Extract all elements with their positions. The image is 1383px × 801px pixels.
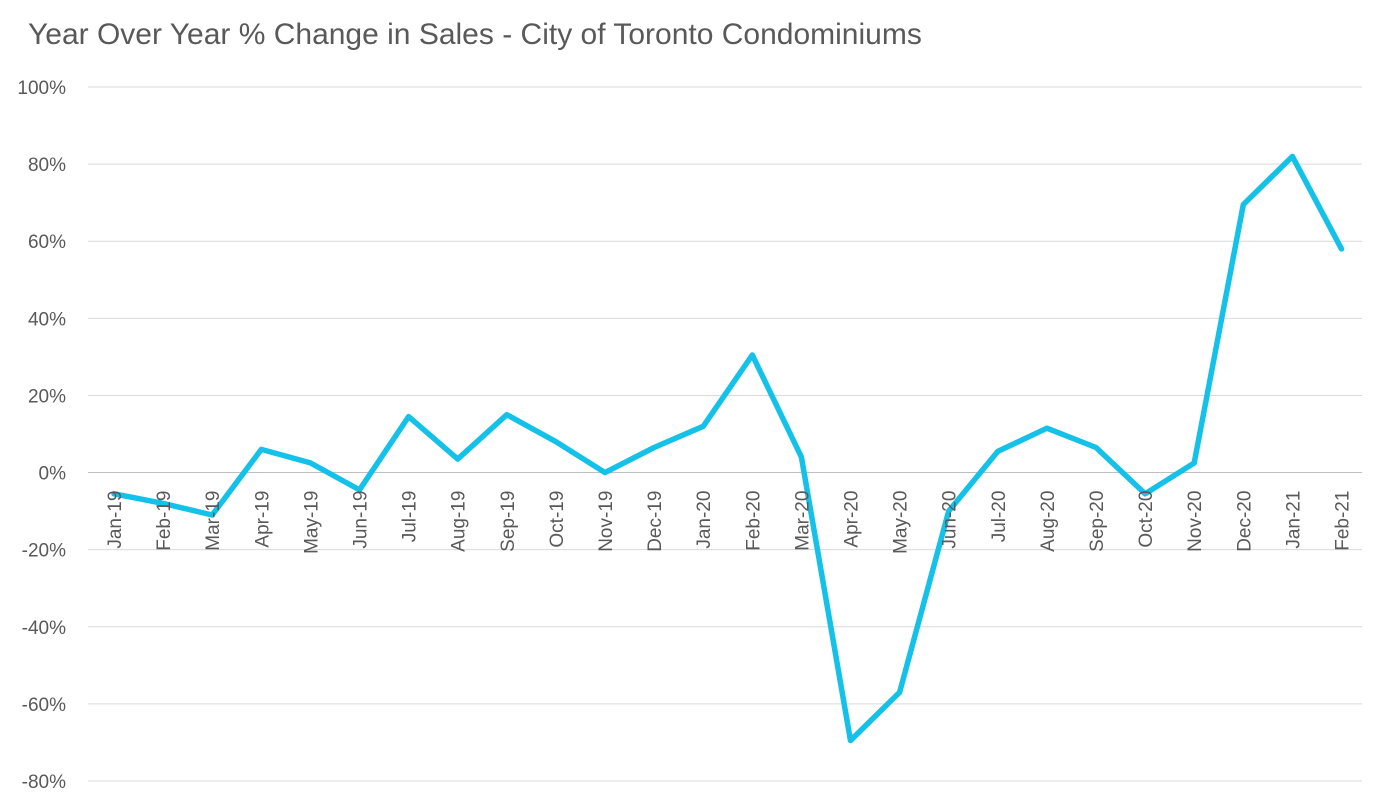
x-tick-label: Oct-20 — [1136, 491, 1157, 548]
x-tick-label: Aug-20 — [1038, 491, 1059, 552]
x-tick-label: Dec-20 — [1234, 491, 1255, 552]
x-tick-label: Mar-20 — [792, 491, 813, 551]
x-tick-label: Sep-19 — [498, 491, 519, 552]
x-tick-label: Jun-19 — [351, 491, 372, 549]
x-tick-label: Oct-19 — [547, 491, 568, 548]
x-tick-label: Jul-19 — [400, 491, 421, 543]
chart-title: Year Over Year % Change in Sales - City … — [28, 18, 922, 51]
series-line — [111, 153, 1345, 744]
x-tick-label: May-19 — [301, 491, 322, 554]
x-tick-label: Feb-21 — [1333, 491, 1354, 551]
y-tick-label: 40% — [28, 309, 66, 330]
x-tick-label: Feb-20 — [743, 491, 764, 551]
y-tick-label: -40% — [22, 618, 66, 639]
x-tick-label: Jul-20 — [989, 491, 1010, 543]
x-tick-label: Mar-19 — [203, 491, 224, 551]
x-tick-label: Feb-19 — [154, 491, 175, 551]
x-tick-label: Jan-19 — [105, 491, 126, 549]
x-tick-label: Apr-20 — [842, 491, 863, 548]
y-tick-label: 100% — [17, 78, 66, 99]
x-tick-label: Nov-19 — [596, 491, 617, 552]
series-lines — [111, 153, 1345, 744]
x-tick-label: Sep-20 — [1087, 491, 1108, 552]
y-tick-label: -60% — [22, 695, 66, 716]
y-tick-label: 80% — [28, 155, 66, 176]
y-tick-label: -20% — [22, 541, 66, 562]
grid-lines — [88, 86, 1362, 782]
y-axis-tick-labels: -80% -60% -40% -20% 0% 20% 40% 60% 80% 100% — [17, 78, 66, 793]
x-tick-label: Jan-20 — [694, 491, 715, 549]
x-tick-label: Jan-21 — [1283, 491, 1304, 549]
x-tick-label: Apr-19 — [252, 491, 273, 548]
x-tick-label: May-20 — [891, 491, 912, 554]
x-tick-label: Aug-19 — [449, 491, 470, 552]
x-tick-label: Jun-20 — [940, 491, 961, 549]
x-axis-tick-labels: Jan-19 Feb-19 Mar-19 Apr-19 May-19 Jun-19 Jul-… — [105, 491, 1354, 554]
y-tick-label: -80% — [22, 772, 66, 793]
x-tick-label: Nov-20 — [1185, 491, 1206, 552]
y-tick-label: 60% — [28, 232, 66, 253]
y-tick-label: 0% — [39, 464, 67, 485]
y-tick-label: 20% — [28, 386, 66, 407]
x-tick-label: Dec-19 — [645, 491, 666, 552]
